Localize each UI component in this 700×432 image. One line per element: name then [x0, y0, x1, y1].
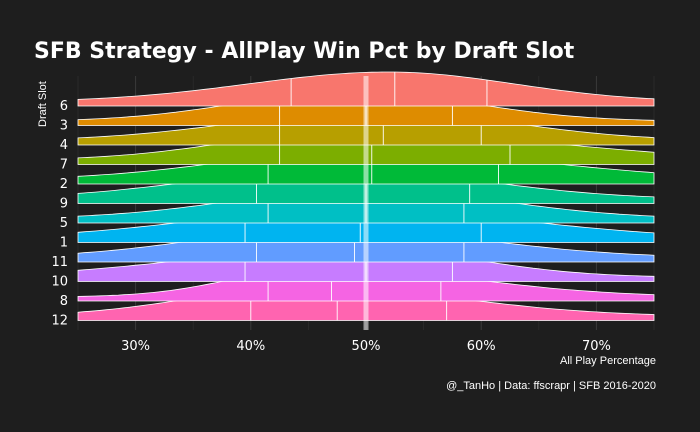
y-tick-label: 4	[60, 138, 68, 153]
y-tick-label: 6	[60, 99, 68, 114]
y-tick-label: 10	[51, 275, 68, 290]
y-tick-label: 7	[60, 158, 68, 173]
y-axis-label: Draft Slot	[37, 81, 49, 127]
chart-title: SFB Strategy - AllPlay Win Pct by Draft …	[34, 39, 575, 64]
reference-line-50	[363, 76, 369, 330]
y-tick-label: 11	[51, 255, 68, 270]
x-tick-label: 70%	[582, 339, 611, 354]
y-tick-label: 12	[51, 314, 68, 329]
x-tick-label: 50%	[352, 339, 381, 354]
y-tick-label: 5	[60, 216, 68, 231]
x-tick-label: 40%	[236, 339, 265, 354]
y-tick-label: 2	[60, 177, 68, 192]
y-tick-label: 9	[60, 197, 68, 212]
x-tick-labels: 30% 40% 50% 60% 70%	[121, 339, 611, 354]
caption: @_TanHo | Data: ffscrapr | SFB 2016-2020	[446, 380, 656, 392]
ridges	[77, 71, 655, 330]
x-tick-label: 30%	[121, 339, 150, 354]
x-tick-label: 60%	[467, 339, 496, 354]
x-axis-label: All Play Percentage	[560, 355, 656, 367]
y-tick-label: 8	[60, 294, 68, 309]
y-tick-label: 1	[60, 236, 68, 251]
y-tick-label: 3	[60, 119, 68, 134]
